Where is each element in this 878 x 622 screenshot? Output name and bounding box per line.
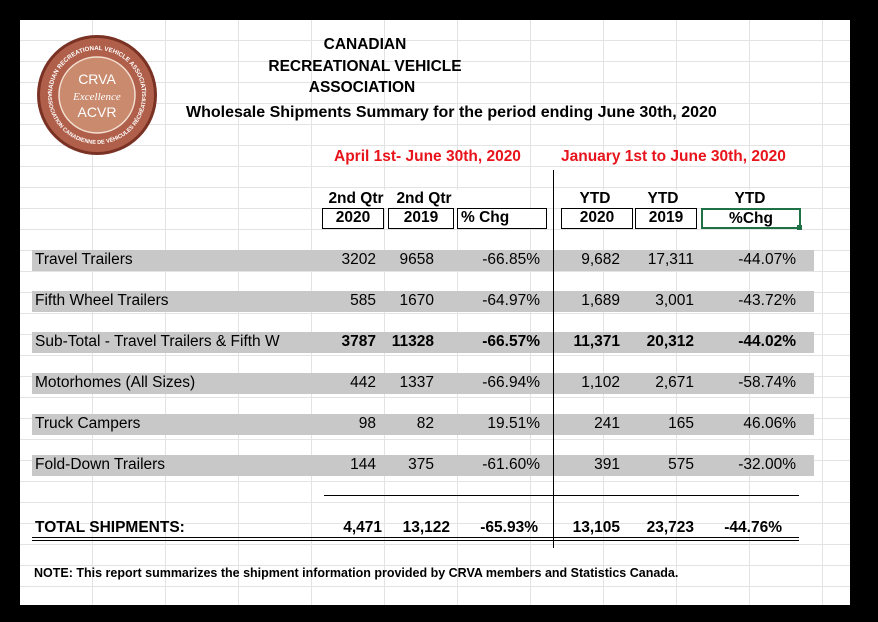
table-row: Travel Trailers 3202 9658 -66.85% 9,682 …: [20, 250, 850, 271]
cell-q2020[interactable]: 585: [350, 292, 376, 309]
col-q2020-top: 2nd Qtr: [322, 190, 390, 208]
cell-qchg[interactable]: -64.97%: [482, 292, 540, 309]
col-ytd2019-top: YTD: [633, 190, 693, 208]
cell-q2019[interactable]: 11328: [391, 333, 434, 350]
cell-ychg[interactable]: -44.07%: [738, 251, 796, 268]
org-name-line2: RECREATIONAL VEHICLE: [268, 58, 462, 75]
cell-q2019[interactable]: 9658: [399, 251, 434, 268]
cell-y2019[interactable]: 575: [668, 456, 694, 473]
table-row: Fold-Down Trailers 144 375 -61.60% 391 5…: [20, 455, 850, 476]
cell-q2020[interactable]: 144: [350, 456, 376, 473]
table-row-total: TOTAL SHIPMENTS: 4,471 13,122 -65.93% 13…: [20, 518, 850, 539]
report-subtitle: Wholesale Shipments Summary for the peri…: [186, 104, 717, 121]
row-band: [32, 455, 814, 476]
col-ytd2020-top: YTD: [565, 190, 625, 208]
cell-q2019[interactable]: 1337: [399, 374, 434, 391]
total-top-rule: [324, 495, 799, 496]
cell-y2020[interactable]: 1,689: [581, 292, 620, 309]
cell-q2020[interactable]: 4,471: [343, 519, 382, 536]
row-label: Sub-Total - Travel Trailers & Fifth W: [35, 333, 280, 350]
crva-logo: CANADIAN RECREATIONAL VEHICLE ASSOCIATIO…: [36, 34, 157, 155]
col-q2019-top: 2nd Qtr: [390, 190, 458, 208]
org-name-line3: ASSOCIATION: [308, 79, 416, 96]
table-row: Fifth Wheel Trailers 585 1670 -64.97% 1,…: [20, 291, 850, 312]
row-label: Motorhomes (All Sizes): [35, 374, 196, 391]
cell-qchg[interactable]: -66.85%: [482, 251, 540, 268]
org-name-line1: CANADIAN: [323, 36, 407, 53]
row-label: Fold-Down Trailers: [35, 456, 166, 473]
total-label: TOTAL SHIPMENTS:: [35, 519, 185, 536]
col-q2019-bottom: 2019: [388, 208, 454, 229]
ytd-period-label: January 1st to June 30th, 2020: [561, 148, 786, 165]
logo-acvr: ACVR: [78, 104, 117, 120]
row-label: Fifth Wheel Trailers: [35, 292, 169, 309]
cell-ychg[interactable]: 46.06%: [743, 415, 796, 432]
col-qchg: % Chg: [457, 208, 547, 229]
row-band: [32, 414, 814, 435]
cell-y2019[interactable]: 20,312: [646, 333, 694, 350]
total-underline-1: [32, 537, 799, 538]
quarter-period-label: April 1st- June 30th, 2020: [334, 148, 521, 165]
spreadsheet-sheet[interactable]: CANADIAN RECREATIONAL VEHICLE ASSOCIATIO…: [20, 20, 850, 605]
cell-y2020[interactable]: 11,371: [573, 333, 620, 350]
cell-y2020[interactable]: 1,102: [581, 374, 620, 391]
total-underline-2: [32, 540, 799, 541]
row-band: [32, 291, 814, 312]
logo-excellence: Excellence: [72, 91, 121, 103]
cell-y2020[interactable]: 391: [594, 456, 620, 473]
row-label: Truck Campers: [35, 415, 141, 432]
logo-crva: CRVA: [78, 71, 116, 87]
cell-ychg[interactable]: -44.02%: [738, 333, 796, 350]
cell-y2020[interactable]: 241: [594, 415, 620, 432]
cell-qchg[interactable]: -61.60%: [482, 456, 540, 473]
cell-q2020[interactable]: 442: [350, 374, 376, 391]
cell-ychg[interactable]: -44.76%: [724, 519, 782, 536]
cell-q2020[interactable]: 3202: [341, 251, 376, 268]
cell-y2019[interactable]: 3,001: [655, 292, 694, 309]
row-band: [32, 373, 814, 394]
cell-y2019[interactable]: 2,671: [655, 374, 694, 391]
cell-q2019[interactable]: 1670: [399, 292, 434, 309]
cell-q2020[interactable]: 98: [358, 415, 376, 432]
cell-q2019[interactable]: 82: [416, 415, 434, 432]
col-q2020-bottom: 2020: [322, 208, 384, 229]
cell-y2019[interactable]: 165: [668, 415, 694, 432]
table-row: Motorhomes (All Sizes) 442 1337 -66.94% …: [20, 373, 850, 394]
fill-handle[interactable]: [797, 225, 802, 230]
col-ytd2019-bottom: 2019: [635, 208, 697, 229]
row-label: Travel Trailers: [35, 251, 133, 268]
cell-q2019[interactable]: 13,122: [402, 519, 450, 536]
col-ytdchg-top: YTD: [700, 190, 800, 208]
cell-qchg[interactable]: -66.94%: [482, 374, 540, 391]
cell-y2020[interactable]: 9,682: [581, 251, 620, 268]
cell-qchg[interactable]: -65.93%: [480, 519, 538, 536]
cell-qchg[interactable]: -66.57%: [482, 333, 540, 350]
cell-y2020[interactable]: 13,105: [572, 519, 620, 536]
cell-ychg[interactable]: -58.74%: [738, 374, 796, 391]
cell-y2019[interactable]: 23,723: [646, 519, 694, 536]
col-ytd2020-bottom: 2020: [561, 208, 633, 229]
table-row: Truck Campers 98 82 19.51% 241 165 46.06…: [20, 414, 850, 435]
cell-q2019[interactable]: 375: [408, 456, 434, 473]
period-divider: [553, 170, 554, 548]
cell-q2020[interactable]: 3787: [341, 333, 376, 350]
row-band: [32, 250, 814, 271]
cell-y2019[interactable]: 17,311: [647, 251, 694, 268]
cell-qchg[interactable]: 19.51%: [487, 415, 540, 432]
table-row-subtotal: Sub-Total - Travel Trailers & Fifth W 37…: [20, 332, 850, 353]
row-band: [32, 332, 814, 353]
cell-ychg[interactable]: -43.72%: [738, 292, 796, 309]
cell-ychg[interactable]: -32.00%: [738, 456, 796, 473]
footnote: NOTE: This report summarizes the shipmen…: [34, 566, 679, 580]
col-ytdchg-bottom-selected[interactable]: %Chg: [701, 208, 801, 229]
